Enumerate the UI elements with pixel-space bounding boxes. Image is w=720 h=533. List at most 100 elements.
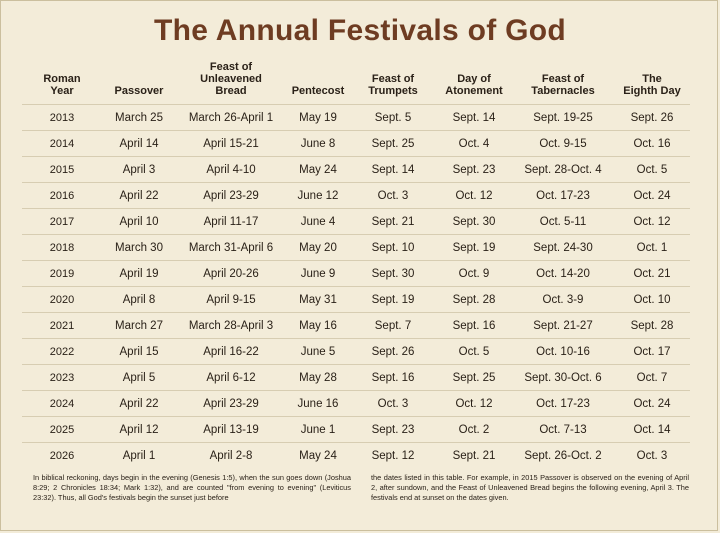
date-cell: Sept. 14 bbox=[350, 156, 436, 183]
date-cell: Oct. 1 bbox=[614, 234, 690, 261]
date-cell: Sept. 19-25 bbox=[512, 104, 614, 131]
footnote-left: In biblical reckoning, days begin in the… bbox=[33, 473, 351, 502]
table-row: 2026 April 1 April 2-8 May 24 Sept. 12 Sept. … bbox=[22, 442, 690, 468]
date-cell: April 10 bbox=[102, 208, 176, 235]
date-cell: Sept. 30 bbox=[350, 260, 436, 287]
column-header: Passover bbox=[114, 85, 164, 97]
date-cell: April 20-26 bbox=[176, 260, 286, 287]
date-cell: March 31-April 6 bbox=[176, 234, 286, 261]
footnote-right: the dates listed in this table. For exam… bbox=[371, 473, 689, 502]
date-cell: Oct. 9-15 bbox=[512, 130, 614, 157]
date-cell: April 23-29 bbox=[176, 390, 286, 417]
date-cell: Oct. 5-11 bbox=[512, 208, 614, 235]
date-cell: April 22 bbox=[102, 182, 176, 209]
date-cell: Oct. 12 bbox=[614, 208, 690, 235]
date-cell: April 5 bbox=[102, 364, 176, 391]
date-cell: Sept. 24-30 bbox=[512, 234, 614, 261]
date-cell: April 4-10 bbox=[176, 156, 286, 183]
date-cell: Sept. 12 bbox=[350, 442, 436, 468]
date-cell: May 24 bbox=[286, 442, 350, 468]
year-cell: 2015 bbox=[22, 156, 102, 183]
date-cell: June 1 bbox=[286, 416, 350, 443]
date-cell: Sept. 21 bbox=[436, 442, 512, 468]
year-cell: 2017 bbox=[22, 208, 102, 235]
date-cell: Sept. 10 bbox=[350, 234, 436, 261]
year-cell: 2013 bbox=[22, 104, 102, 131]
table-row: 2025 April 12 April 13-19 June 1 Sept. 23 Oct… bbox=[22, 416, 690, 443]
date-cell: May 28 bbox=[286, 364, 350, 391]
date-cell: May 24 bbox=[286, 156, 350, 183]
date-cell: Oct. 12 bbox=[436, 182, 512, 209]
date-cell: May 16 bbox=[286, 312, 350, 339]
year-cell: 2024 bbox=[22, 390, 102, 417]
column-header: Day of Atonement bbox=[445, 73, 503, 97]
date-cell: Sept. 25 bbox=[350, 130, 436, 157]
date-cell: April 15 bbox=[102, 338, 176, 365]
column-header: Feast of Tabernacles bbox=[531, 73, 595, 97]
column-header: Pentecost bbox=[291, 85, 345, 97]
date-cell: Oct. 3 bbox=[350, 390, 436, 417]
date-cell: March 26-April 1 bbox=[176, 104, 286, 131]
date-cell: Oct. 3-9 bbox=[512, 286, 614, 313]
table-row: 2020 April 8 April 9-15 May 31 Sept. 19 Sept.… bbox=[22, 286, 690, 313]
date-cell: Oct. 24 bbox=[614, 182, 690, 209]
date-cell: Sept. 16 bbox=[436, 312, 512, 339]
date-cell: June 16 bbox=[286, 390, 350, 417]
date-cell: Oct. 12 bbox=[436, 390, 512, 417]
date-cell: May 31 bbox=[286, 286, 350, 313]
festival-table: Roman Year Passover Feast of Unleavened Br… bbox=[22, 58, 690, 468]
table-row: 2019 April 19 April 20-26 June 9 Sept. 30 Oct… bbox=[22, 260, 690, 287]
date-cell: Sept. 26-Oct. 2 bbox=[512, 442, 614, 468]
date-cell: Sept. 19 bbox=[436, 234, 512, 261]
year-cell: 2025 bbox=[22, 416, 102, 443]
date-cell: Oct. 7 bbox=[614, 364, 690, 391]
footnote: In biblical reckoning, days begin in the… bbox=[33, 473, 689, 503]
date-cell: Sept. 23 bbox=[350, 416, 436, 443]
date-cell: Sept. 26 bbox=[614, 104, 690, 131]
table-row: 2014 April 14 April 15-21 June 8 Sept. 25 Oct… bbox=[22, 130, 690, 157]
date-cell: Sept. 28 bbox=[436, 286, 512, 313]
date-cell: April 2-8 bbox=[176, 442, 286, 468]
table-row: 2018 March 30 March 31-April 6 May 20 Sept. … bbox=[22, 234, 690, 261]
date-cell: April 12 bbox=[102, 416, 176, 443]
date-cell: April 19 bbox=[102, 260, 176, 287]
date-cell: Sept. 5 bbox=[350, 104, 436, 131]
date-cell: Sept. 28-Oct. 4 bbox=[512, 156, 614, 183]
year-cell: 2023 bbox=[22, 364, 102, 391]
column-header: Feast of Unleavened Bread bbox=[200, 61, 262, 97]
year-cell: 2019 bbox=[22, 260, 102, 287]
date-cell: Oct. 5 bbox=[436, 338, 512, 365]
date-cell: April 16-22 bbox=[176, 338, 286, 365]
date-cell: Oct. 24 bbox=[614, 390, 690, 417]
table-row: 2023 April 5 April 6-12 May 28 Sept. 16 Sept.… bbox=[22, 364, 690, 391]
date-cell: June 5 bbox=[286, 338, 350, 365]
date-cell: Oct. 4 bbox=[436, 130, 512, 157]
date-cell: April 6-12 bbox=[176, 364, 286, 391]
date-cell: Sept. 23 bbox=[436, 156, 512, 183]
date-cell: Sept. 14 bbox=[436, 104, 512, 131]
date-cell: Sept. 21 bbox=[350, 208, 436, 235]
table-row: 2017 April 10 April 11-17 June 4 Sept. 21 Sep… bbox=[22, 208, 690, 235]
date-cell: April 11-17 bbox=[176, 208, 286, 235]
date-cell: April 1 bbox=[102, 442, 176, 468]
date-cell: Oct. 3 bbox=[614, 442, 690, 468]
year-cell: 2016 bbox=[22, 182, 102, 209]
date-cell: Sept. 30-Oct. 6 bbox=[512, 364, 614, 391]
date-cell: Sept. 28 bbox=[614, 312, 690, 339]
date-cell: March 25 bbox=[102, 104, 176, 131]
date-cell: Oct. 14-20 bbox=[512, 260, 614, 287]
date-cell: Oct. 10 bbox=[614, 286, 690, 313]
date-cell: Oct. 17 bbox=[614, 338, 690, 365]
table-row: 2016 April 22 April 23-29 June 12 Oct. 3 Oct.… bbox=[22, 182, 690, 209]
date-cell: June 9 bbox=[286, 260, 350, 287]
page-title: The Annual Festivals of God bbox=[153, 14, 567, 47]
date-cell: Oct. 17-23 bbox=[512, 182, 614, 209]
date-cell: April 22 bbox=[102, 390, 176, 417]
date-cell: March 27 bbox=[102, 312, 176, 339]
table-row: 2015 April 3 April 4-10 May 24 Sept. 14 Sept.… bbox=[22, 156, 690, 183]
table-row: 2024 April 22 April 23-29 June 16 Oct. 3 Oct.… bbox=[22, 390, 690, 417]
date-cell: April 13-19 bbox=[176, 416, 286, 443]
date-cell: April 23-29 bbox=[176, 182, 286, 209]
year-cell: 2026 bbox=[22, 442, 102, 468]
